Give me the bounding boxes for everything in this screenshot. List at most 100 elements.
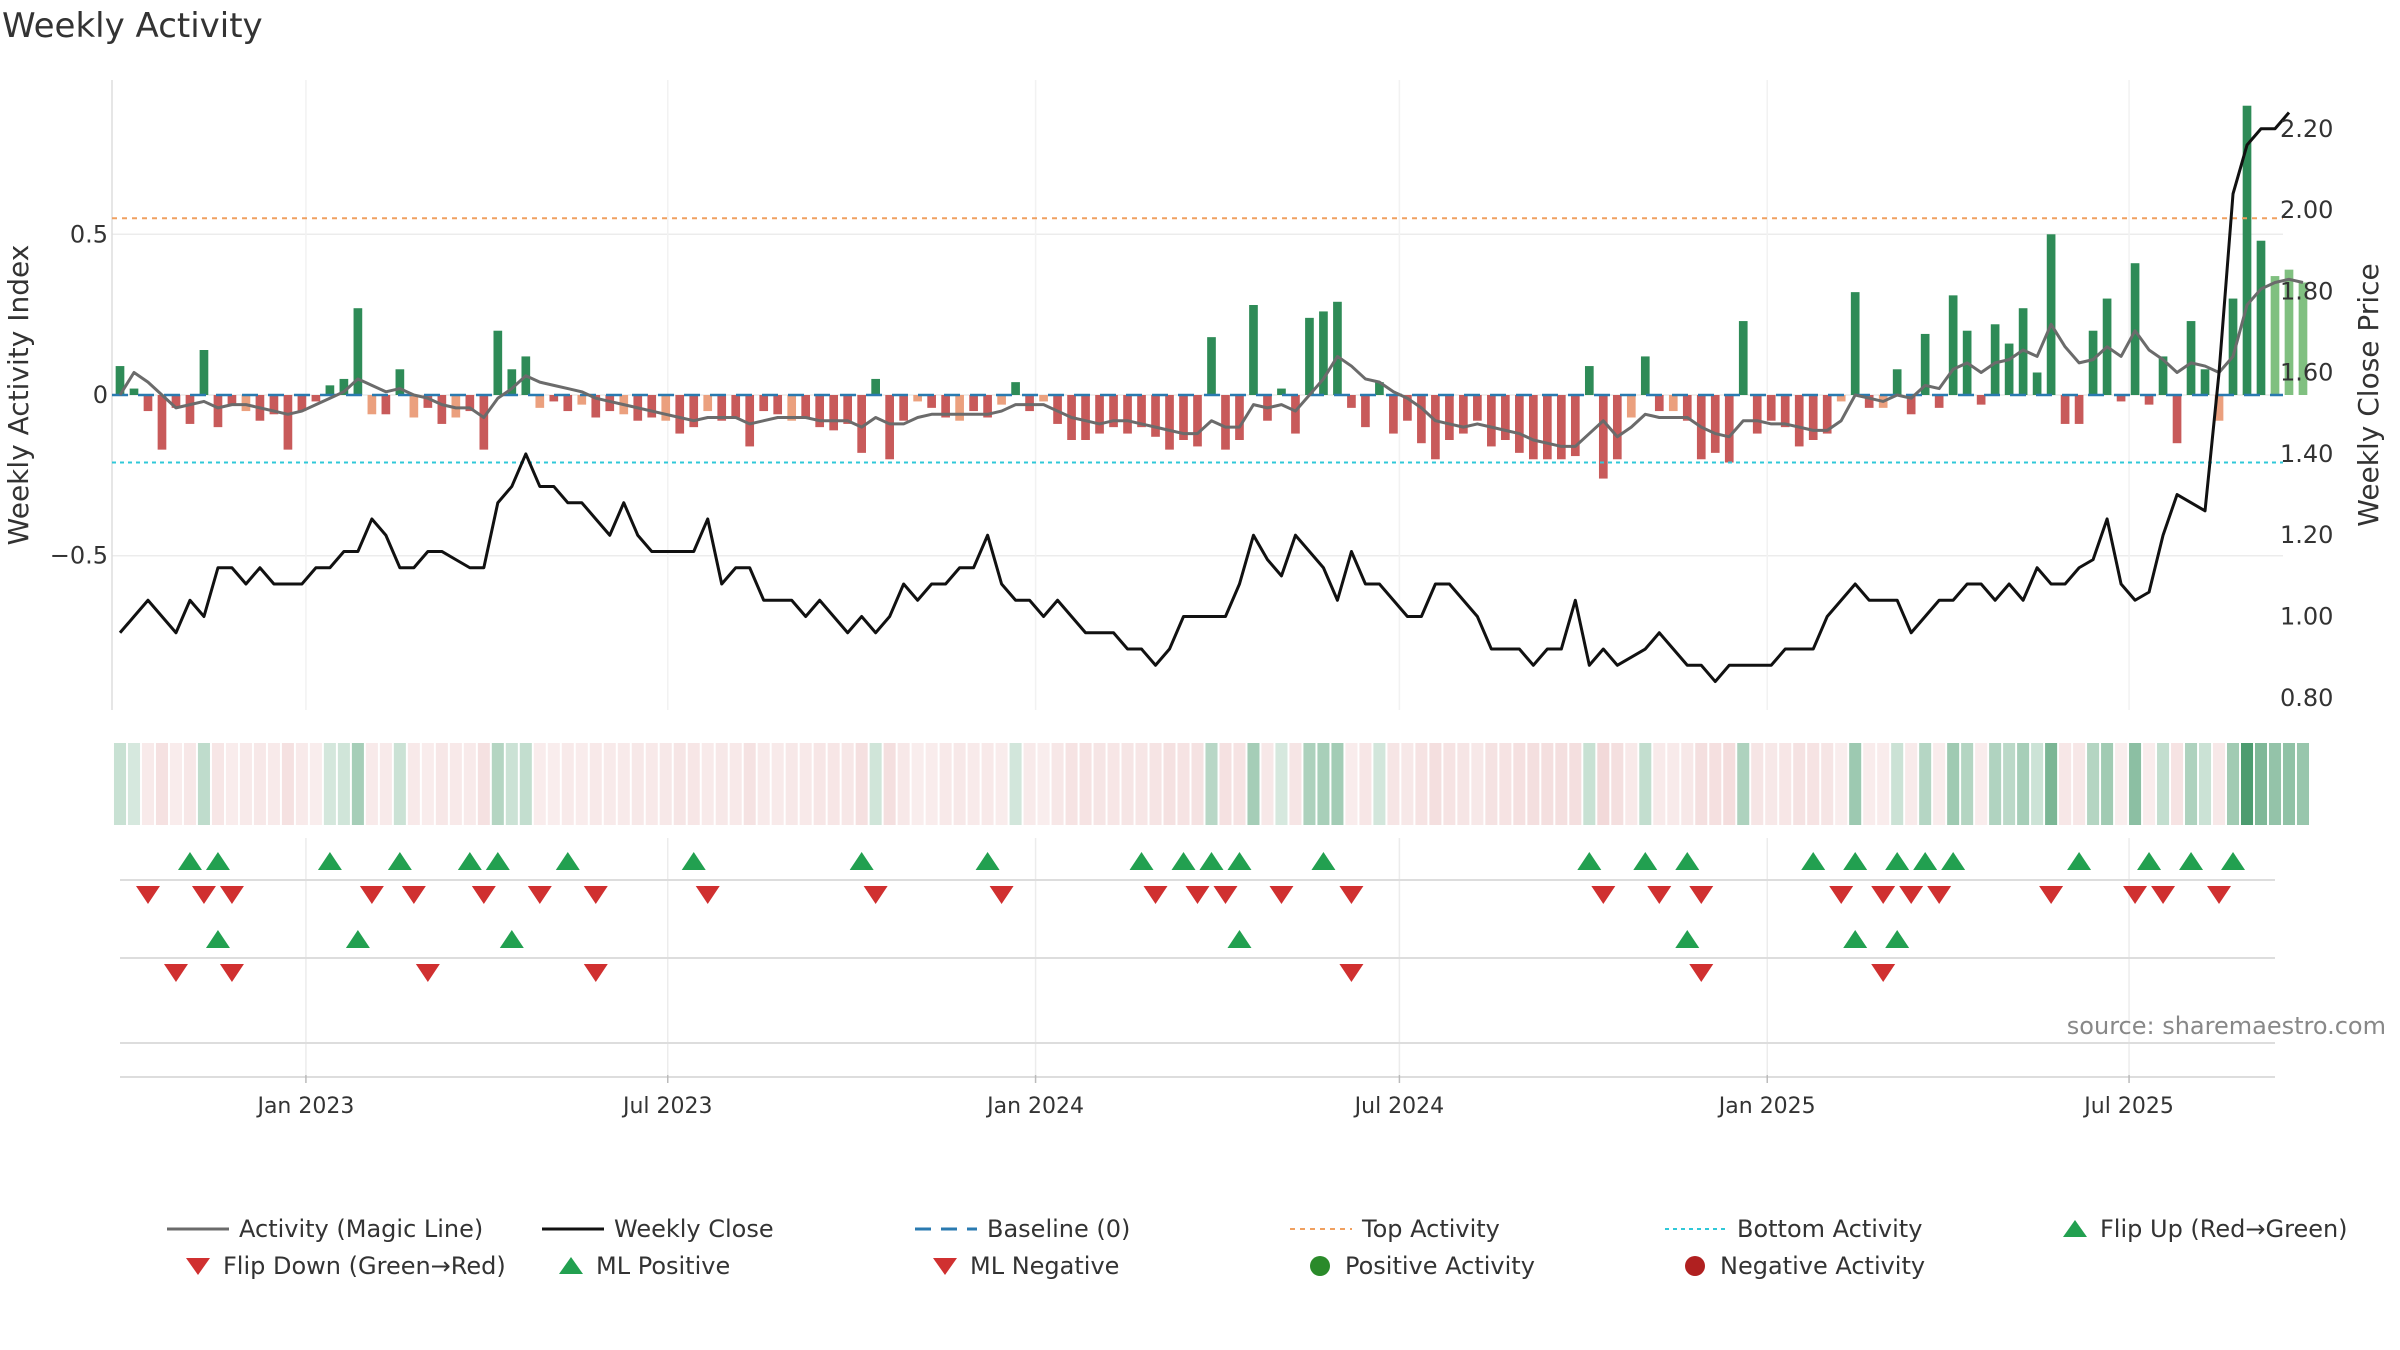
heat-cell [1751,743,1764,825]
activity-bar [1836,395,1846,402]
activity-heat-strip [113,743,2310,825]
activity-bar [717,395,727,421]
activity-bar [395,369,405,395]
activity-bar [731,395,741,418]
heat-cell [477,743,490,825]
activity-bar [2032,372,2042,395]
legend-label: Negative Activity [1720,1252,1926,1280]
activity-bar [115,366,125,395]
heat-cell [785,743,798,825]
flip-up-marker [975,852,1000,870]
chart-title: Weekly Activity [2,6,263,46]
activity-bar [899,395,908,421]
activity-bar [2046,234,2056,395]
activity-bar [885,395,894,460]
activity-bar [1710,395,1720,453]
mlpos-legend-swatch [556,1255,596,1277]
heat-cell [1737,743,1750,825]
activity-bar [2186,321,2196,395]
activity-bar [1640,356,1650,395]
gridlines [112,80,2283,1075]
heat-cell [2017,743,2030,825]
flip-down-marker [583,886,608,904]
flip-up-marker [1801,852,1826,870]
legend-label: ML Positive [596,1252,731,1280]
heat-cell [1275,743,1288,825]
activity-bar [1892,369,1902,395]
flip-down-marker [1339,886,1364,904]
activity-bar [1556,395,1566,460]
heat-cell [141,743,155,825]
y-right-tick-label: 1.40 [2280,440,2333,468]
activity-bar [871,378,880,395]
activity-bar [2284,269,2294,395]
activity-bar [297,395,307,412]
heat-cell [1093,743,1106,825]
activity-bar [1529,395,1538,460]
activity-bar [1668,395,1678,412]
activity-bar [339,378,349,395]
legend-item-mlpos: ML Positive [556,1252,730,1280]
legend-label: Baseline (0) [987,1215,1131,1243]
activity-bar [2200,369,2210,395]
flip-up-marker [2137,852,2162,870]
activity-bar [941,395,950,418]
flip-down-marker [1185,886,1210,904]
flip-up-marker [1941,852,1966,870]
heat-cell [911,743,924,825]
activity-bar [1822,395,1832,434]
activity-bar [493,330,503,395]
y-left-tick-label: 0.5 [70,220,108,248]
activity-bar [2130,263,2140,395]
heat-cell [841,743,854,825]
activity-bar [1039,395,1048,402]
legend-item-baseline: Baseline (0) [915,1215,1130,1243]
flip-up-marker [205,852,230,870]
activity-bar [1333,301,1342,395]
activity-bar [1808,395,1818,440]
heat-cell [925,743,938,825]
ml-positive-marker [205,930,230,948]
heat-cell [631,743,644,825]
legend-item-mlneg: ML Negative [930,1252,1119,1280]
heat-cell [701,743,714,825]
heat-cell [1023,743,1036,825]
heat-cell [1583,743,1596,825]
ml-positive-marker [1885,930,1910,948]
activity-bar [549,395,559,402]
activity-bar [843,395,853,424]
heat-cell [1051,743,1064,825]
ml-negative-marker [1689,964,1714,982]
flip-down-marker [1689,886,1714,904]
activity-bar [801,395,811,418]
heat-cell [1303,743,1316,825]
activity-bar [465,395,475,412]
activity-bar [1347,395,1356,408]
activity-bar [311,395,321,402]
heat-cell [589,743,602,825]
heat-cell [2296,743,2310,825]
heat-cell [2227,743,2240,825]
legend-item-magic: Activity (Magic Line) [167,1215,483,1243]
flip-markers [120,852,2275,1078]
heat-cell [1401,743,1414,825]
flip-down-marker [1213,886,1238,904]
activity-bar [1934,395,1944,408]
heat-cell [1261,743,1274,825]
flip-down-marker [1829,886,1854,904]
activity-bar [1151,395,1160,437]
flip-up-marker [457,852,482,870]
activity-bar [1487,395,1496,447]
activity-bar [927,395,936,408]
flip-up-marker [1129,852,1154,870]
heat-cell [1415,743,1428,825]
activity-bar [1598,395,1608,479]
activity-bar [1123,395,1132,434]
activity-bar [143,395,153,412]
heat-cell [1247,743,1260,825]
flip-down-marker [1269,886,1294,904]
x-tick-label: Jan 2025 [1717,1094,1816,1119]
heat-cell [1219,743,1232,825]
reference-lines [112,217,2283,464]
ml-negative-marker [415,964,440,982]
